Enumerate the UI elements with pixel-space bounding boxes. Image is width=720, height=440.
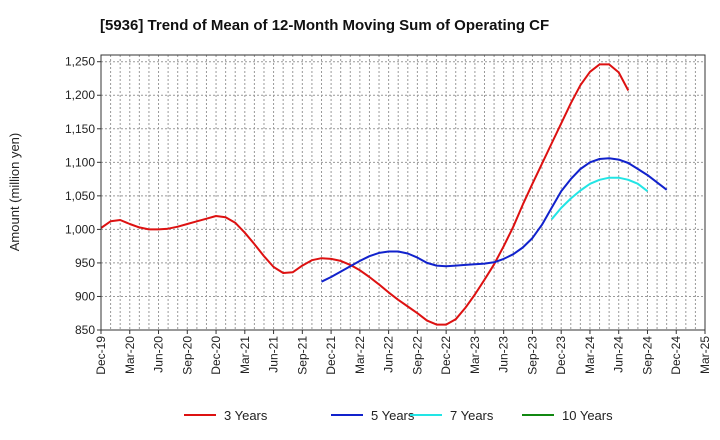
- chart-title: [5936] Trend of Mean of 12-Month Moving …: [100, 17, 549, 34]
- x-tick-label: Mar-24: [583, 336, 597, 374]
- y-tick-label: 1,050: [65, 189, 95, 203]
- x-tick-label: Mar-25: [698, 336, 712, 374]
- x-axis-ticks: Dec-19 Mar-20 Jun-20 Sep-20 Dec-20 Mar-21 Jun-…: [94, 330, 712, 375]
- x-tick-label: Jun-22: [382, 336, 396, 373]
- y-tick-label: 950: [75, 256, 95, 270]
- y-axis-label: Amount (million yen): [7, 133, 22, 252]
- legend-label: 5 Years: [371, 408, 415, 423]
- x-tick-label: Jun-21: [267, 336, 281, 373]
- x-tick-label: Sep-22: [410, 336, 424, 375]
- x-tick-label: Mar-23: [468, 336, 482, 374]
- series-line-3-years: [100, 63, 630, 326]
- y-tick-label: 1,100: [65, 155, 95, 169]
- x-tick-label: Dec-24: [669, 336, 683, 375]
- x-tick-label: Dec-19: [94, 336, 108, 375]
- series-line-7-years: [550, 176, 649, 220]
- plot-frame: [100, 54, 706, 331]
- y-tick-label: 1,250: [65, 55, 95, 69]
- legend-label: 3 Years: [224, 408, 268, 423]
- x-tick-label: Jun-24: [612, 336, 626, 373]
- legend: 3 Years 5 Years 7 Years 10 Years: [184, 408, 613, 423]
- y-tick-label: 1,000: [65, 222, 95, 236]
- series-line-5-years: [321, 157, 668, 283]
- grid-layer: [101, 55, 705, 331]
- x-tick-label: Mar-21: [238, 336, 252, 374]
- x-tick-label: Sep-24: [640, 336, 654, 375]
- x-tick-label: Dec-22: [439, 336, 453, 375]
- x-tick-label: Sep-23: [525, 336, 539, 375]
- x-tick-label: Dec-20: [209, 336, 223, 375]
- x-tick-label: Mar-20: [123, 336, 137, 374]
- x-tick-label: Jun-23: [497, 336, 511, 373]
- legend-label: 10 Years: [562, 408, 613, 423]
- y-tick-label: 1,200: [65, 88, 95, 102]
- y-tick-label: 850: [75, 323, 95, 337]
- y-axis-ticks: 850 900 950 1,000 1,050 1,100 1,150 1,200 1,250: [65, 55, 101, 337]
- x-tick-label: Sep-21: [295, 336, 309, 375]
- legend-label: 7 Years: [450, 408, 494, 423]
- series-layer: [100, 63, 668, 326]
- x-tick-label: Jun-20: [152, 336, 166, 373]
- x-tick-label: Mar-22: [353, 336, 367, 374]
- x-tick-label: Dec-23: [554, 336, 568, 375]
- x-tick-label: Sep-20: [180, 336, 194, 375]
- y-tick-label: 900: [75, 289, 95, 303]
- y-tick-label: 1,150: [65, 122, 95, 136]
- x-tick-label: Dec-21: [324, 336, 338, 375]
